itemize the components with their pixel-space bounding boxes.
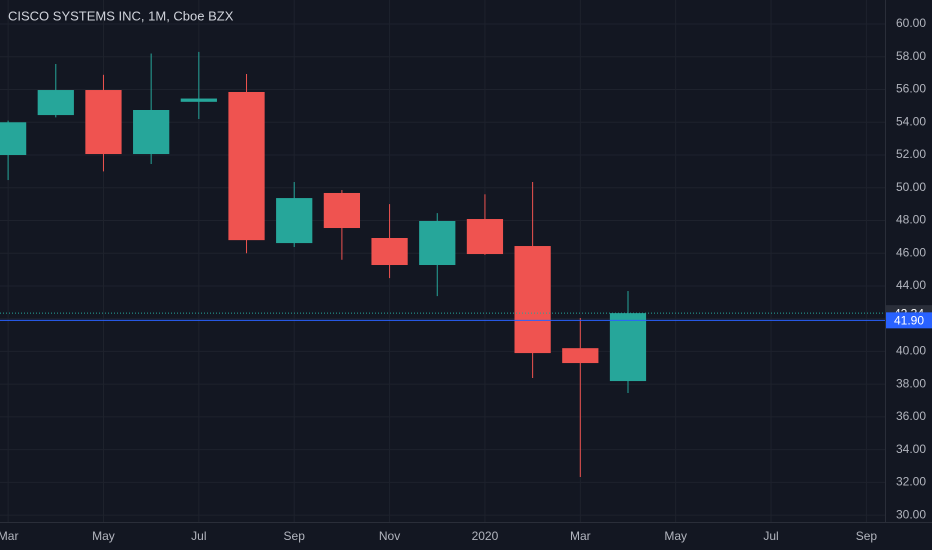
x-tick-label: Sep [856,529,878,543]
y-tick-label: 60.00 [896,16,926,30]
candle-body [180,98,217,102]
x-tick-label: 2020 [472,529,499,543]
y-tick-label: 30.00 [896,507,926,521]
y-tick-label: 54.00 [896,114,926,128]
y-tick-label: 58.00 [896,49,926,63]
candle-body [609,313,647,382]
x-tick-label: Jul [191,529,206,543]
candle-body [276,198,313,244]
candle-body [133,109,170,155]
x-tick-label: May [92,529,115,543]
y-tick-label: 52.00 [896,147,926,161]
candle-body [0,122,27,156]
x-tick-label: Mar [570,529,591,543]
candle-body [419,220,456,266]
candle-body [37,90,74,116]
y-tick-label: 38.00 [896,376,926,390]
x-tick-label: May [664,529,687,543]
y-tick-label: 48.00 [896,213,926,227]
candle-body [228,91,265,241]
candle-body [85,90,122,155]
candle-body [323,192,361,229]
x-tick-label: Sep [284,529,306,543]
candle-body [562,348,599,364]
candle-body [371,238,408,266]
price-label: 41.90 [894,314,924,328]
chart-title: CISCO SYSTEMS INC, 1M, Cboe BZX [8,8,234,23]
y-tick-label: 40.00 [896,344,926,358]
y-tick-label: 56.00 [896,82,926,96]
y-tick-label: 44.00 [896,278,926,292]
y-tick-label: 50.00 [896,180,926,194]
candle-body [514,246,551,354]
x-tick-label: Jul [763,529,778,543]
y-tick-label: 36.00 [896,409,926,423]
y-tick-label: 46.00 [896,245,926,259]
y-tick-label: 34.00 [896,442,926,456]
candle-body [466,219,504,255]
price-label-bg [886,312,932,329]
x-tick-label: Mar [0,529,18,543]
x-tick-label: Nov [379,529,400,543]
y-tick-label: 32.00 [896,475,926,489]
